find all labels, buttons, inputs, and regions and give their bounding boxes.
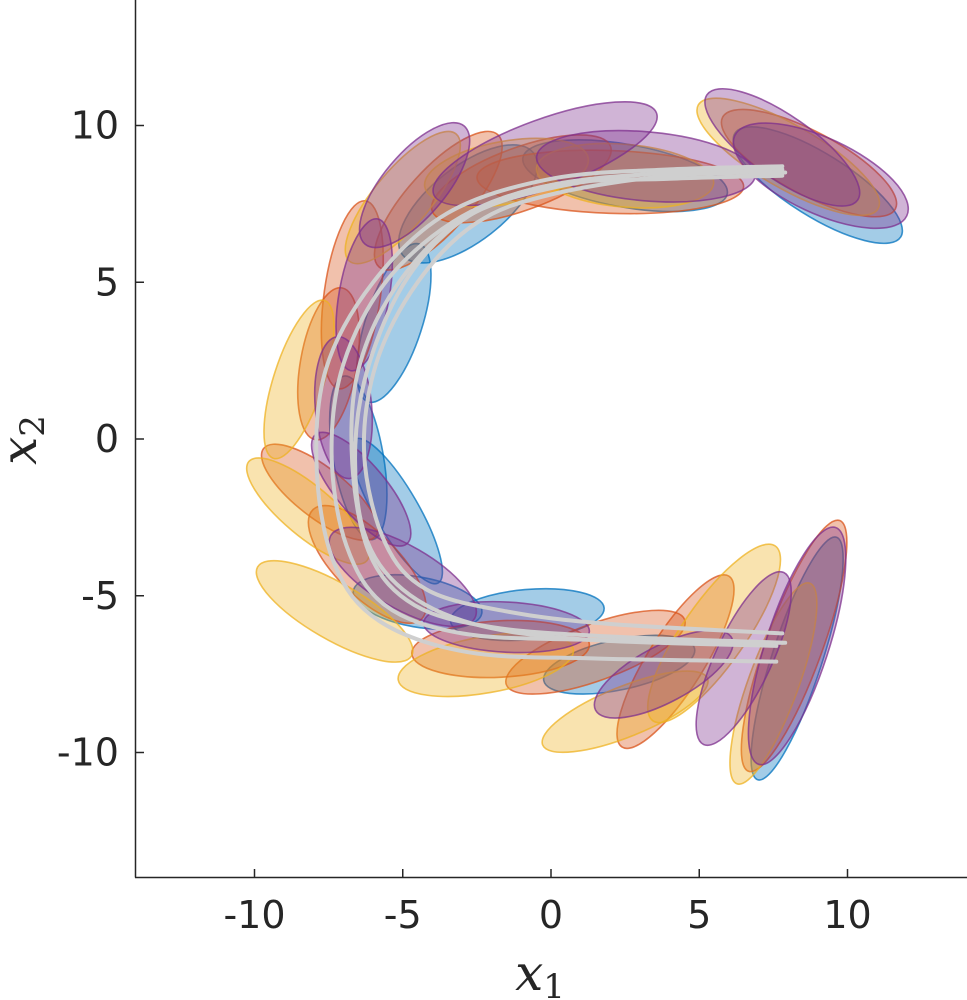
x-tick-label: 5: [687, 893, 711, 937]
ellipse-purple-41: [358, 121, 471, 249]
y-ticks: -10 -5 0 5 10: [57, 104, 144, 775]
y-tick-label: -10: [57, 731, 119, 775]
ellipse-yellow-27: [245, 457, 370, 566]
x-tick-label: 10: [823, 893, 871, 937]
uncertainty-ellipses: [245, 87, 910, 785]
x-tick-label: -5: [384, 893, 422, 937]
y-tick-label: 5: [95, 260, 119, 304]
x-axis-label: x1: [515, 944, 565, 1000]
trajectory-1: [314, 164, 785, 664]
ellipse-purple-33: [747, 526, 847, 766]
ellipse-yellow-22: [729, 582, 818, 785]
ellipse-yellow-29: [344, 130, 462, 265]
ellipse-purple-34: [695, 570, 793, 747]
ellipse-purple-37: [328, 526, 478, 628]
x-tick-label: 0: [539, 893, 563, 937]
y-tick-label: -5: [81, 574, 119, 618]
ellipse-blue-1: [732, 126, 904, 245]
ellipse-yellow-26: [255, 559, 414, 663]
trajectories: [314, 164, 788, 664]
trajectory-4: [353, 173, 785, 648]
ellipse-yellow-23: [646, 543, 782, 724]
ellipse-purple-45: [732, 122, 910, 230]
y-tick-label: 10: [71, 104, 119, 148]
ellipse-blue-0: [750, 536, 844, 781]
x-tick-label: -10: [223, 893, 285, 937]
y-axis-label: x2: [0, 415, 53, 465]
trajectory-2: [361, 170, 785, 636]
y-tick-label: 0: [95, 417, 119, 461]
x-ticks: -10 -5 0 5 10: [223, 869, 872, 937]
ellipse-purple-35: [593, 629, 734, 719]
